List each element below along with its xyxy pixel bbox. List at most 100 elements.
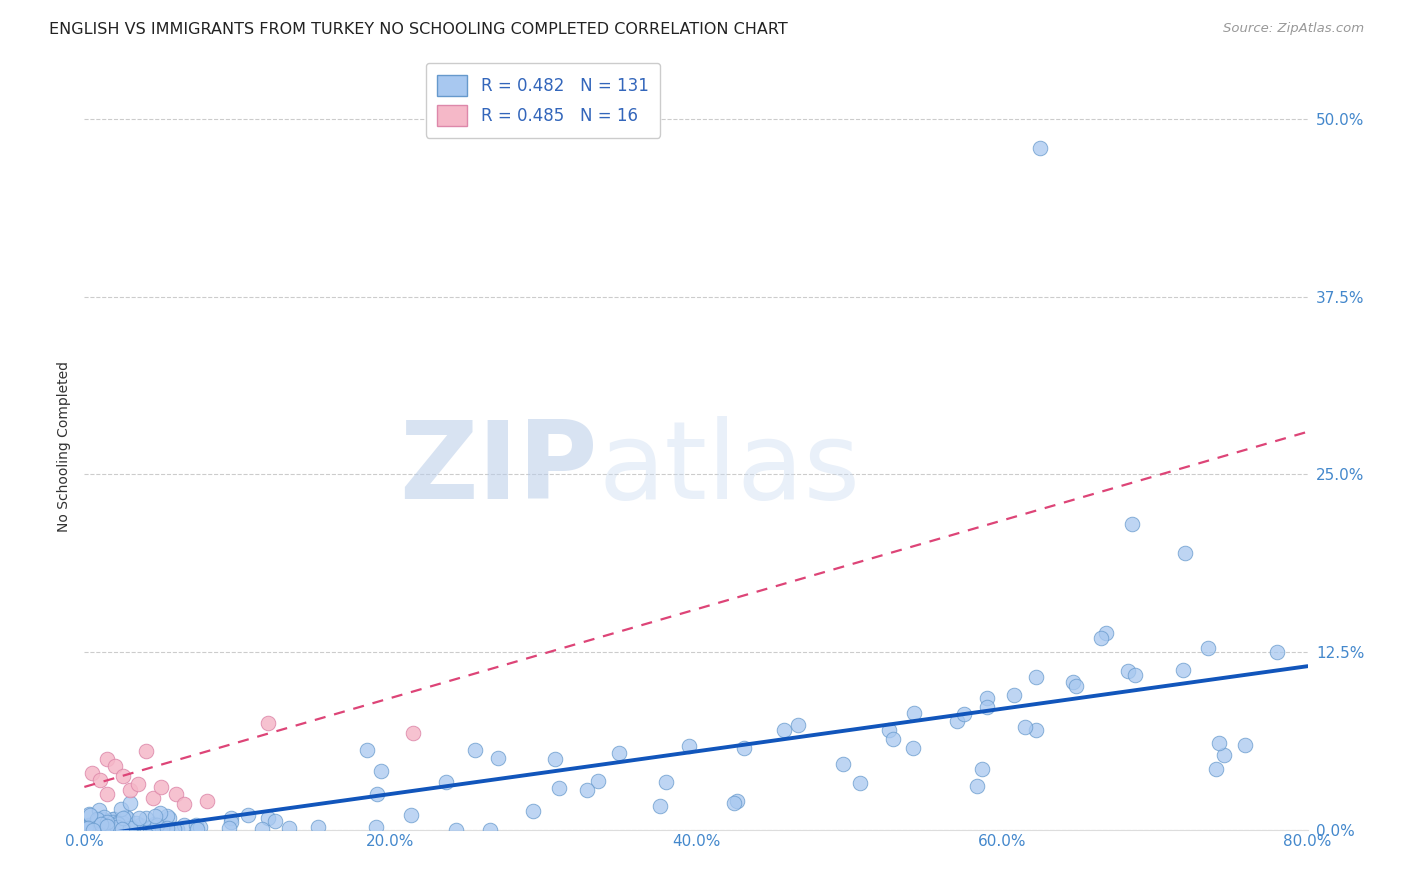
Point [678,739,700,753]
Point [1174,545,1197,559]
Point [111,822,134,836]
Point [544,751,567,765]
Point [1029,141,1052,155]
Legend: R = 0.482   N = 131, R = 0.485   N = 16  : R = 0.482 N = 131, R = 0.485 N = 16 [426,63,661,137]
Point [82,822,104,836]
Point [877,723,900,738]
Point [87,803,110,817]
Point [149,805,172,820]
Point [152,820,174,834]
Point [125,816,148,830]
Point [786,718,808,732]
Text: atlas: atlas [598,416,860,522]
Point [186,822,208,837]
Point [903,741,925,756]
Point [1090,631,1112,645]
Point [486,751,509,765]
Point [101,819,124,833]
Point [86,812,108,826]
Point [163,822,186,837]
Point [165,787,187,801]
Point [104,758,127,772]
Point [118,819,141,833]
Point [547,780,569,795]
Point [108,820,131,834]
Point [103,812,125,826]
Point [111,816,134,830]
Point [118,797,141,811]
Point [141,819,163,833]
Point [366,820,388,834]
Point [77,818,100,832]
Point [115,811,138,825]
Point [100,822,122,836]
Point [257,716,280,731]
Point [120,782,142,797]
Point [1205,762,1227,776]
Point [93,810,115,824]
Point [105,820,128,834]
Point [75,822,97,836]
Point [1116,664,1139,678]
Point [1066,679,1088,693]
Point [135,811,157,825]
Point [87,814,110,828]
Point [139,821,162,835]
Point [263,814,285,828]
Point [1173,663,1195,677]
Point [882,731,904,746]
Point [96,751,118,765]
Point [945,714,967,729]
Point [77,807,100,822]
Point [402,726,425,740]
Point [111,768,134,782]
Point [1125,668,1147,682]
Point [80,765,103,780]
Point [250,822,273,837]
Point [218,822,240,836]
Point [157,811,180,825]
Point [114,810,136,824]
Point [173,797,195,811]
Point [142,791,165,805]
Point [77,818,100,832]
Point [184,818,207,832]
Point [370,764,392,779]
Point [1265,645,1288,659]
Point [82,822,104,837]
Point [96,817,118,831]
Point [166,822,188,836]
Point [725,793,748,807]
Point [105,816,128,830]
Point [143,809,166,823]
Text: ENGLISH VS IMMIGRANTS FROM TURKEY NO SCHOOLING COMPLETED CORRELATION CHART: ENGLISH VS IMMIGRANTS FROM TURKEY NO SCH… [49,22,787,37]
Point [96,787,118,801]
Point [79,807,101,822]
Point [89,814,111,828]
Point [89,772,111,787]
Point [399,807,422,822]
Point [733,741,755,756]
Point [522,804,544,818]
Point [586,774,609,789]
Point [76,822,98,836]
Point [1213,747,1236,762]
Point [156,809,179,823]
Point [576,783,599,797]
Point [1014,720,1036,734]
Point [142,817,165,831]
Point [111,822,134,836]
Point [128,811,150,825]
Point [219,814,242,829]
Point [110,822,132,837]
Point [1121,517,1143,532]
Point [112,822,135,837]
Point [188,820,211,834]
Point [607,746,630,760]
Point [278,822,301,836]
Point [110,802,132,816]
Point [966,779,988,793]
Point [146,818,169,832]
Point [135,744,157,758]
Point [970,762,993,776]
